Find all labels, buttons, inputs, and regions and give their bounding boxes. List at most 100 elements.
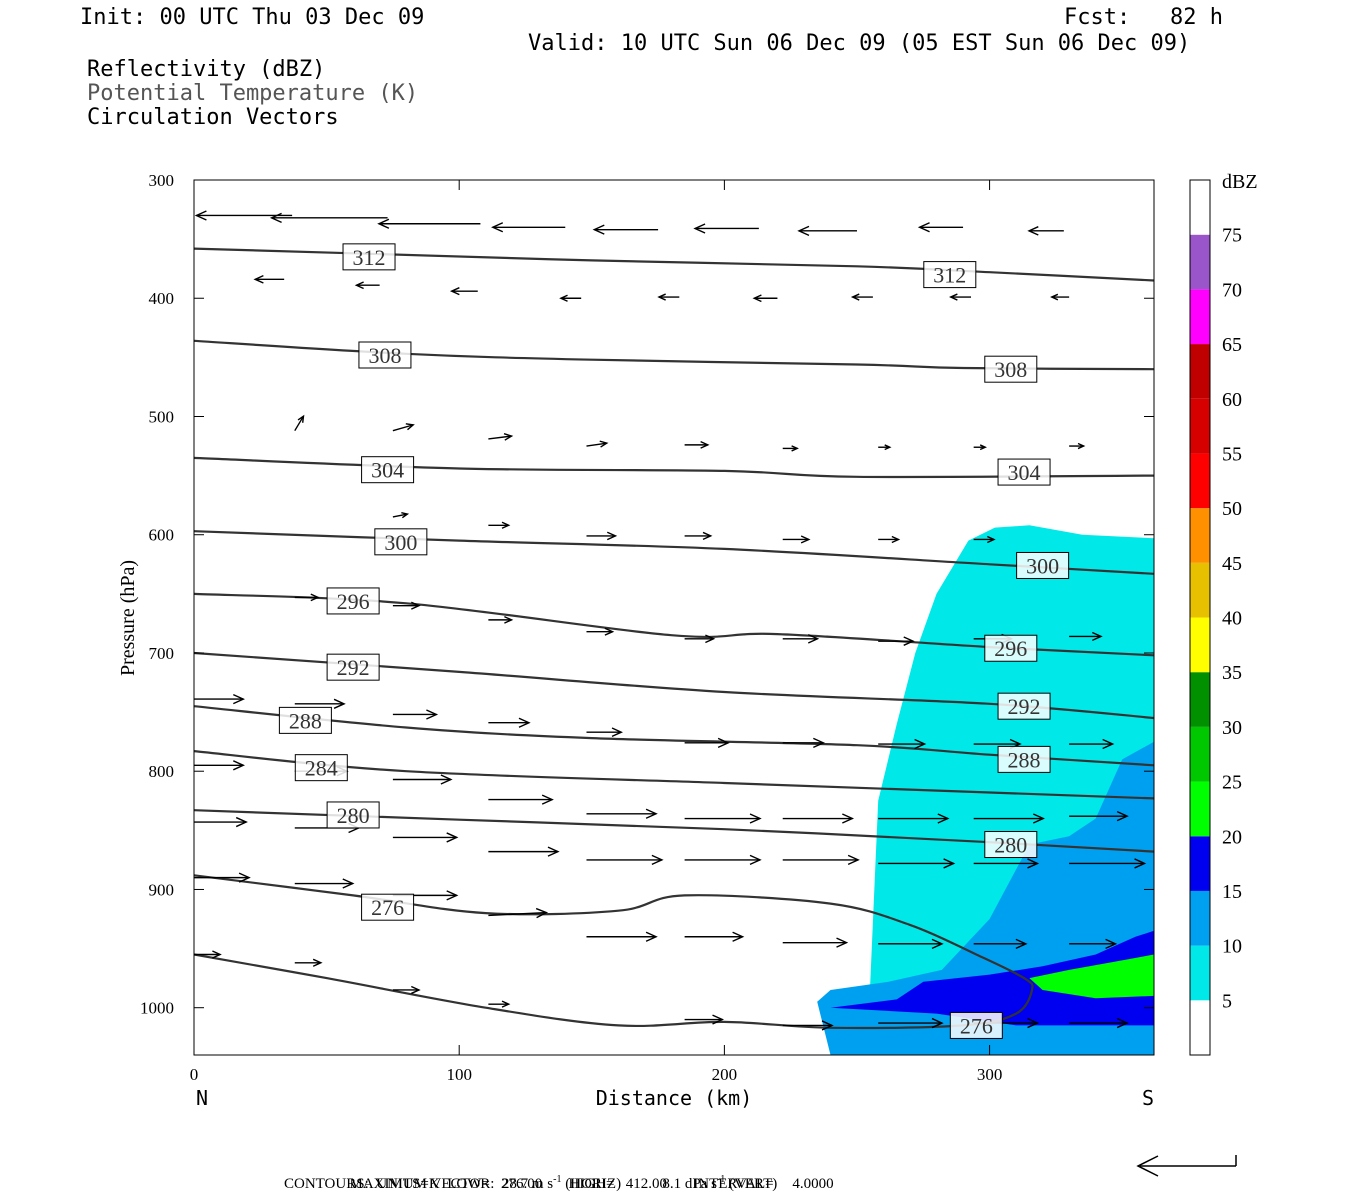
vector-head (903, 636, 915, 646)
y-axis-title: Pressure (hPa) (117, 560, 139, 676)
vector-head (491, 222, 504, 233)
contour-label-288: 288 (278, 706, 332, 734)
vector-head (717, 737, 730, 748)
vector-33 (973, 535, 996, 544)
vector-11 (449, 287, 478, 296)
colorbar-swatch (1190, 289, 1210, 345)
vector-55 (392, 774, 453, 785)
contour-label-text: 296 (337, 589, 370, 614)
vector-head (604, 627, 615, 636)
vector-9 (253, 274, 285, 284)
contour-label-text: 284 (305, 756, 338, 781)
vector-27 (392, 512, 410, 519)
contour-label-304: 304 (997, 458, 1051, 486)
vector-head (503, 433, 514, 441)
vector-head (342, 878, 355, 889)
vector-19 (392, 423, 415, 432)
colorbar-tick-label: 45 (1222, 553, 1242, 575)
contour-label-text: 308 (368, 343, 401, 368)
vector-head (842, 813, 855, 824)
vector-16 (949, 293, 972, 301)
contour-label-box (361, 893, 415, 921)
vector-78 (684, 931, 745, 942)
vector-77 (586, 931, 658, 942)
vector-head (891, 535, 901, 544)
vector-head (931, 938, 944, 949)
vector-22 (684, 440, 710, 449)
vector-head (411, 601, 421, 610)
vector-head (732, 931, 745, 942)
vector-30 (684, 531, 713, 541)
contour-label-box (342, 243, 396, 271)
vector-head (333, 698, 346, 709)
contour-label-box (984, 634, 1038, 662)
y-tick-label: 800 (149, 762, 175, 781)
vector-head (446, 890, 459, 901)
contour-label-box (326, 587, 380, 615)
vector-26 (1069, 442, 1086, 450)
vector-head (693, 223, 706, 234)
contour-label-276: 276 (949, 1011, 1003, 1039)
vector-head (426, 709, 439, 720)
x-tick-label: 200 (712, 1065, 738, 1084)
colorbar-tick-label: 25 (1222, 772, 1242, 794)
vector-head (611, 727, 623, 738)
vector-head (440, 774, 453, 785)
contour-label-box (326, 801, 380, 829)
vector-shaft (392, 424, 414, 432)
colorbar-tick-label: 35 (1222, 662, 1242, 684)
vector-83 (194, 950, 222, 959)
vector-38 (684, 634, 716, 644)
contour-label-308: 308 (358, 341, 412, 369)
colorbar-swatch (1190, 453, 1210, 509)
x-axis-title: Distance (km) (596, 1086, 753, 1110)
vector-head (1015, 938, 1028, 949)
contour-label-text: 276 (960, 1013, 993, 1038)
vector-head (297, 414, 305, 423)
contour-label-text: 292 (337, 655, 370, 680)
contour-label-text: 280 (337, 803, 370, 828)
reflectivity-20dbz (1029, 954, 1154, 999)
contour-label-312: 312 (923, 261, 977, 289)
max-vector-horiz-unit: -1 (553, 1174, 562, 1185)
vector-head (752, 294, 762, 303)
theta-contour-276 (194, 874, 1034, 1030)
vector-head (943, 858, 956, 869)
vector-53 (194, 760, 246, 771)
vector-43 (194, 693, 246, 705)
vector-39 (782, 633, 820, 644)
vector-91 (1069, 1017, 1129, 1029)
vector-head (1092, 631, 1103, 641)
contour-label-box (984, 831, 1038, 859)
colorbar-swatch (1190, 508, 1210, 563)
contour-label-288: 288 (997, 745, 1051, 773)
vector-head (987, 535, 996, 544)
vector-head (1102, 738, 1115, 750)
contour-label-text: 276 (371, 895, 404, 920)
y-tick-label: 1000 (140, 999, 174, 1018)
field-label-vectors: Circulation Vectors (87, 105, 339, 130)
colorbar-tick-label: 70 (1222, 279, 1242, 301)
vector-head (541, 794, 554, 805)
vector-13 (657, 293, 680, 301)
contour-label-296: 296 (984, 634, 1038, 662)
colorbar-tick-label: 65 (1222, 334, 1242, 356)
reference-vector (1136, 1155, 1237, 1177)
vector-4 (592, 224, 659, 235)
vector-70 (878, 858, 956, 869)
vector-29 (586, 531, 618, 541)
contour-label-text: 308 (994, 357, 1027, 382)
vector-32 (878, 535, 901, 544)
contour-label-308: 308 (984, 355, 1038, 383)
vector-67 (586, 854, 664, 866)
y-tick-label: 600 (149, 526, 175, 545)
vector-head (501, 1000, 511, 1008)
contour-label-text: 304 (1008, 460, 1041, 485)
vector-7 (917, 222, 964, 233)
contour-label-280: 280 (326, 801, 380, 829)
theta-contour-312 (194, 247, 1154, 282)
contour-label-text: 312 (933, 263, 966, 288)
vector-head (821, 1020, 834, 1031)
vector-72 (1069, 858, 1147, 869)
colorbar-swatch (1190, 617, 1210, 673)
